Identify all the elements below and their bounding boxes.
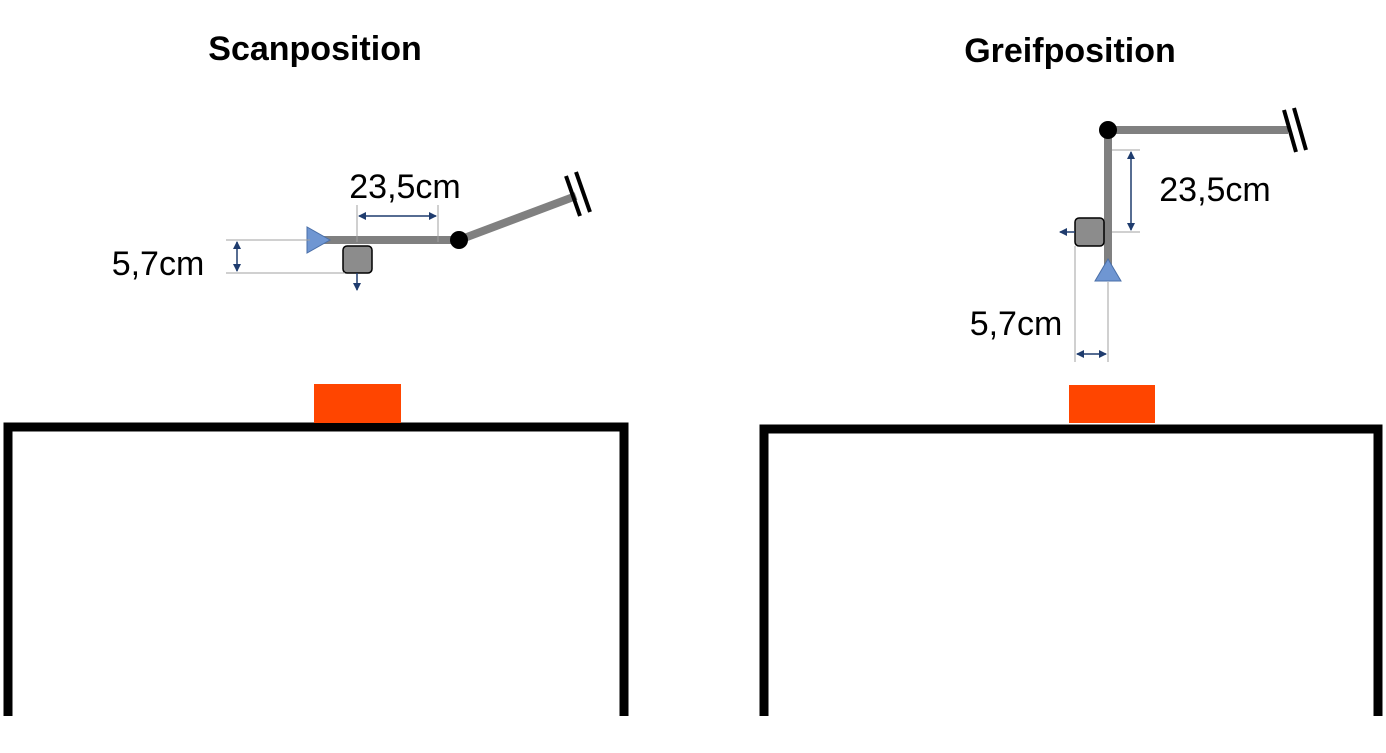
dimension-arm: 23,5cm [1112,149,1271,233]
panel-title: Greifposition [964,32,1176,70]
dimension-label-arm: 23,5cm [1159,171,1271,209]
camera-icon [342,245,373,274]
object-block [314,384,401,423]
panel-greifposition: Greifposition 23,5cm [759,32,1383,716]
gripper-icon [306,226,332,254]
break-mark-icon [1282,107,1308,153]
panel-scanposition: Scanposition 23,5cm [3,30,629,716]
dimension-label-offset: 5,7cm [112,245,205,283]
gripper-icon [1094,258,1122,282]
panel-title: Scanposition [208,30,421,68]
break-mark-icon [564,171,592,217]
joint-icon [1099,121,1117,139]
arm-segment-upper [457,192,578,244]
object-block [1069,385,1155,423]
dimension-offset: 5,7cm [112,239,345,283]
joint-icon [450,231,468,249]
dimension-label-arm: 23,5cm [349,168,461,206]
dimension-arm: 23,5cm [349,168,461,242]
camera-icon [1074,217,1105,247]
table [3,422,629,716]
dimension-offset: 5,7cm [970,246,1109,362]
dimension-label-offset: 5,7cm [970,305,1063,343]
table [759,424,1383,716]
